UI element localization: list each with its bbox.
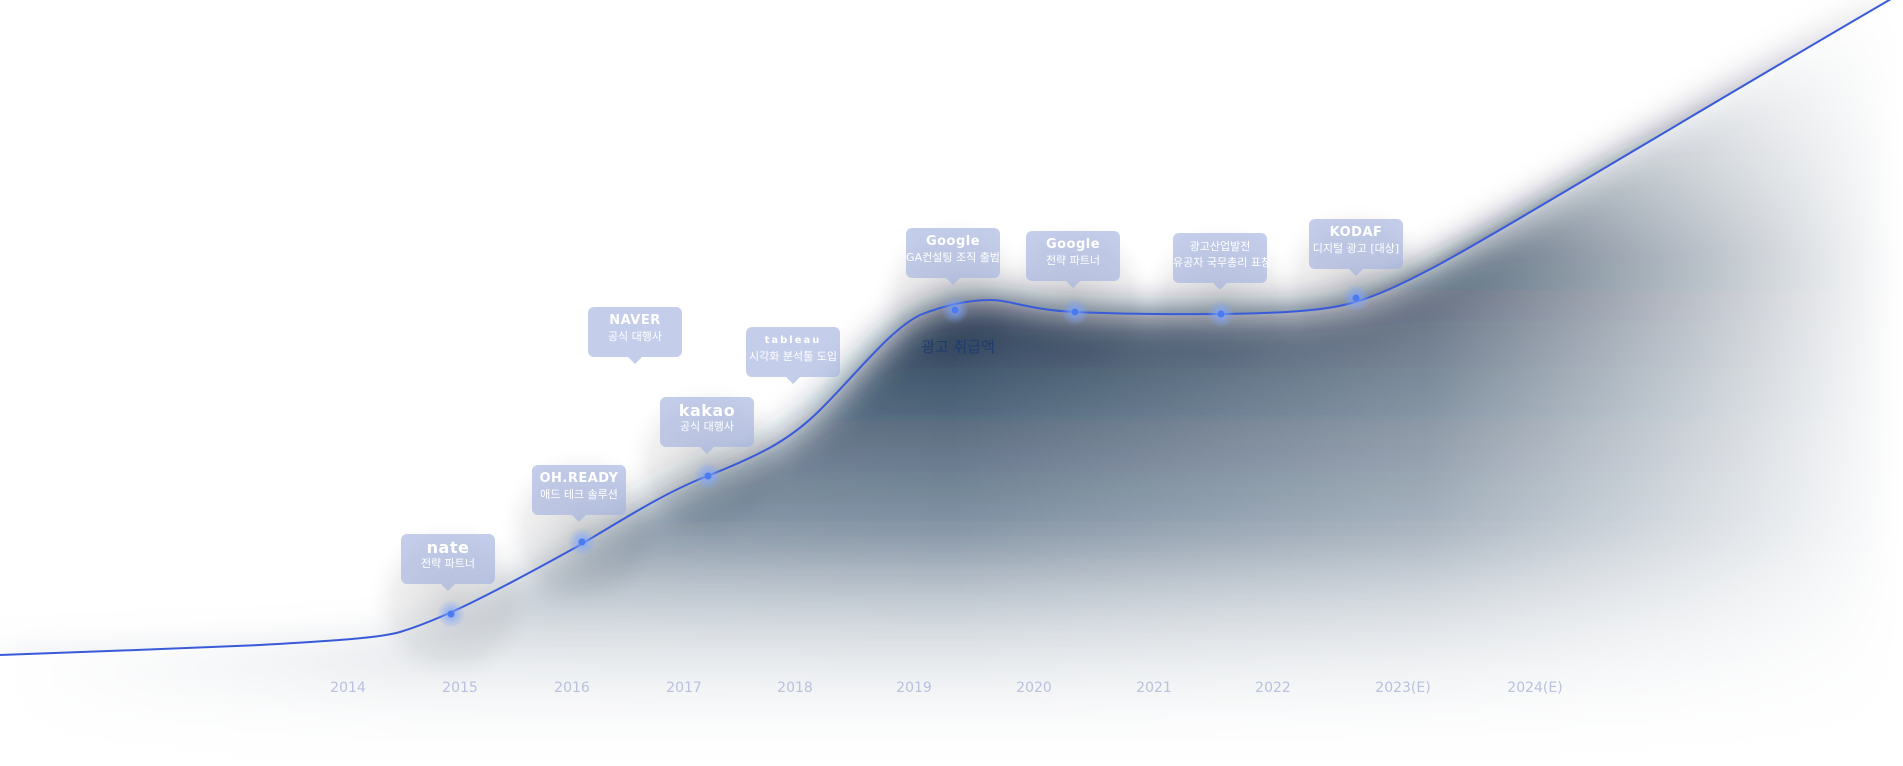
milestone-bubble: nate 전략 파트너 xyxy=(401,534,495,591)
milestone-caption: 디지털 광고 [대상] xyxy=(1312,242,1400,255)
milestone-logo: NAVER xyxy=(609,313,661,328)
milestone-logo: OH.READY xyxy=(539,471,619,486)
milestone-marker xyxy=(951,306,959,314)
milestone-caption: 유공자 국무총리 표창 xyxy=(1173,256,1272,269)
milestone-marker xyxy=(1217,310,1225,318)
milestone-caption: 전략 파트너 xyxy=(1045,254,1101,267)
milestone-bubble: KODAF 디지털 광고 [대상] xyxy=(1309,219,1403,276)
x-tick-label: 2014 xyxy=(330,680,366,696)
milestone-bubble: kakao 공식 대행사 xyxy=(660,397,754,454)
x-tick-label: 2017 xyxy=(666,680,702,696)
milestone-bubble: NAVER 공식 대행사 xyxy=(588,307,682,364)
milestone-caption: 공식 대행사 xyxy=(607,330,663,343)
x-tick-label: 2023(E) xyxy=(1375,680,1431,696)
milestone-marker xyxy=(1352,294,1360,302)
milestone-bubble: Google GA컨설팅 조직 출범 xyxy=(906,228,1000,285)
milestone-caption: 공식 대행사 xyxy=(679,420,735,433)
x-tick-label: 2020 xyxy=(1016,680,1052,696)
milestone-marker xyxy=(704,472,712,480)
milestone-bubble: OH.READY 애드 테크 솔루션 xyxy=(532,465,626,522)
milestone-marker xyxy=(578,538,586,546)
milestone-logo: nate xyxy=(426,538,470,557)
x-tick-label: 2015 xyxy=(442,680,478,696)
milestone-caption: 시각화 분석툴 도입 xyxy=(749,350,837,363)
series-line xyxy=(0,0,1892,656)
series-label: 광고 취급액 xyxy=(921,338,995,356)
milestone-logo: kakao xyxy=(678,401,736,420)
milestone-bubble: tableau 시각화 분석툴 도입 xyxy=(746,327,840,384)
milestone-caption: 광고산업발전 xyxy=(1189,240,1251,253)
x-tick-label: 2022 xyxy=(1255,680,1291,696)
x-tick-label: 2021 xyxy=(1136,680,1172,696)
milestone-marker xyxy=(447,610,455,618)
x-tick-label: 2016 xyxy=(554,680,590,696)
milestone-bubble: Google 전략 파트너 xyxy=(1026,231,1120,288)
milestone-logo: Google xyxy=(1045,237,1101,252)
milestone-caption: 전략 파트너 xyxy=(420,557,476,570)
milestone-logo: Google xyxy=(925,234,981,249)
milestone-caption: 애드 테크 솔루션 xyxy=(540,488,618,501)
milestone-logo: KODAF xyxy=(1329,225,1383,240)
milestone-logo: tableau xyxy=(764,335,822,346)
milestone-caption: GA컨설팅 조직 출범 xyxy=(906,251,1000,264)
milestone-marker xyxy=(1071,308,1079,316)
x-tick-label: 2024(E) xyxy=(1507,680,1563,696)
x-tick-label: 2019 xyxy=(896,680,932,696)
x-tick-label: 2018 xyxy=(777,680,813,696)
